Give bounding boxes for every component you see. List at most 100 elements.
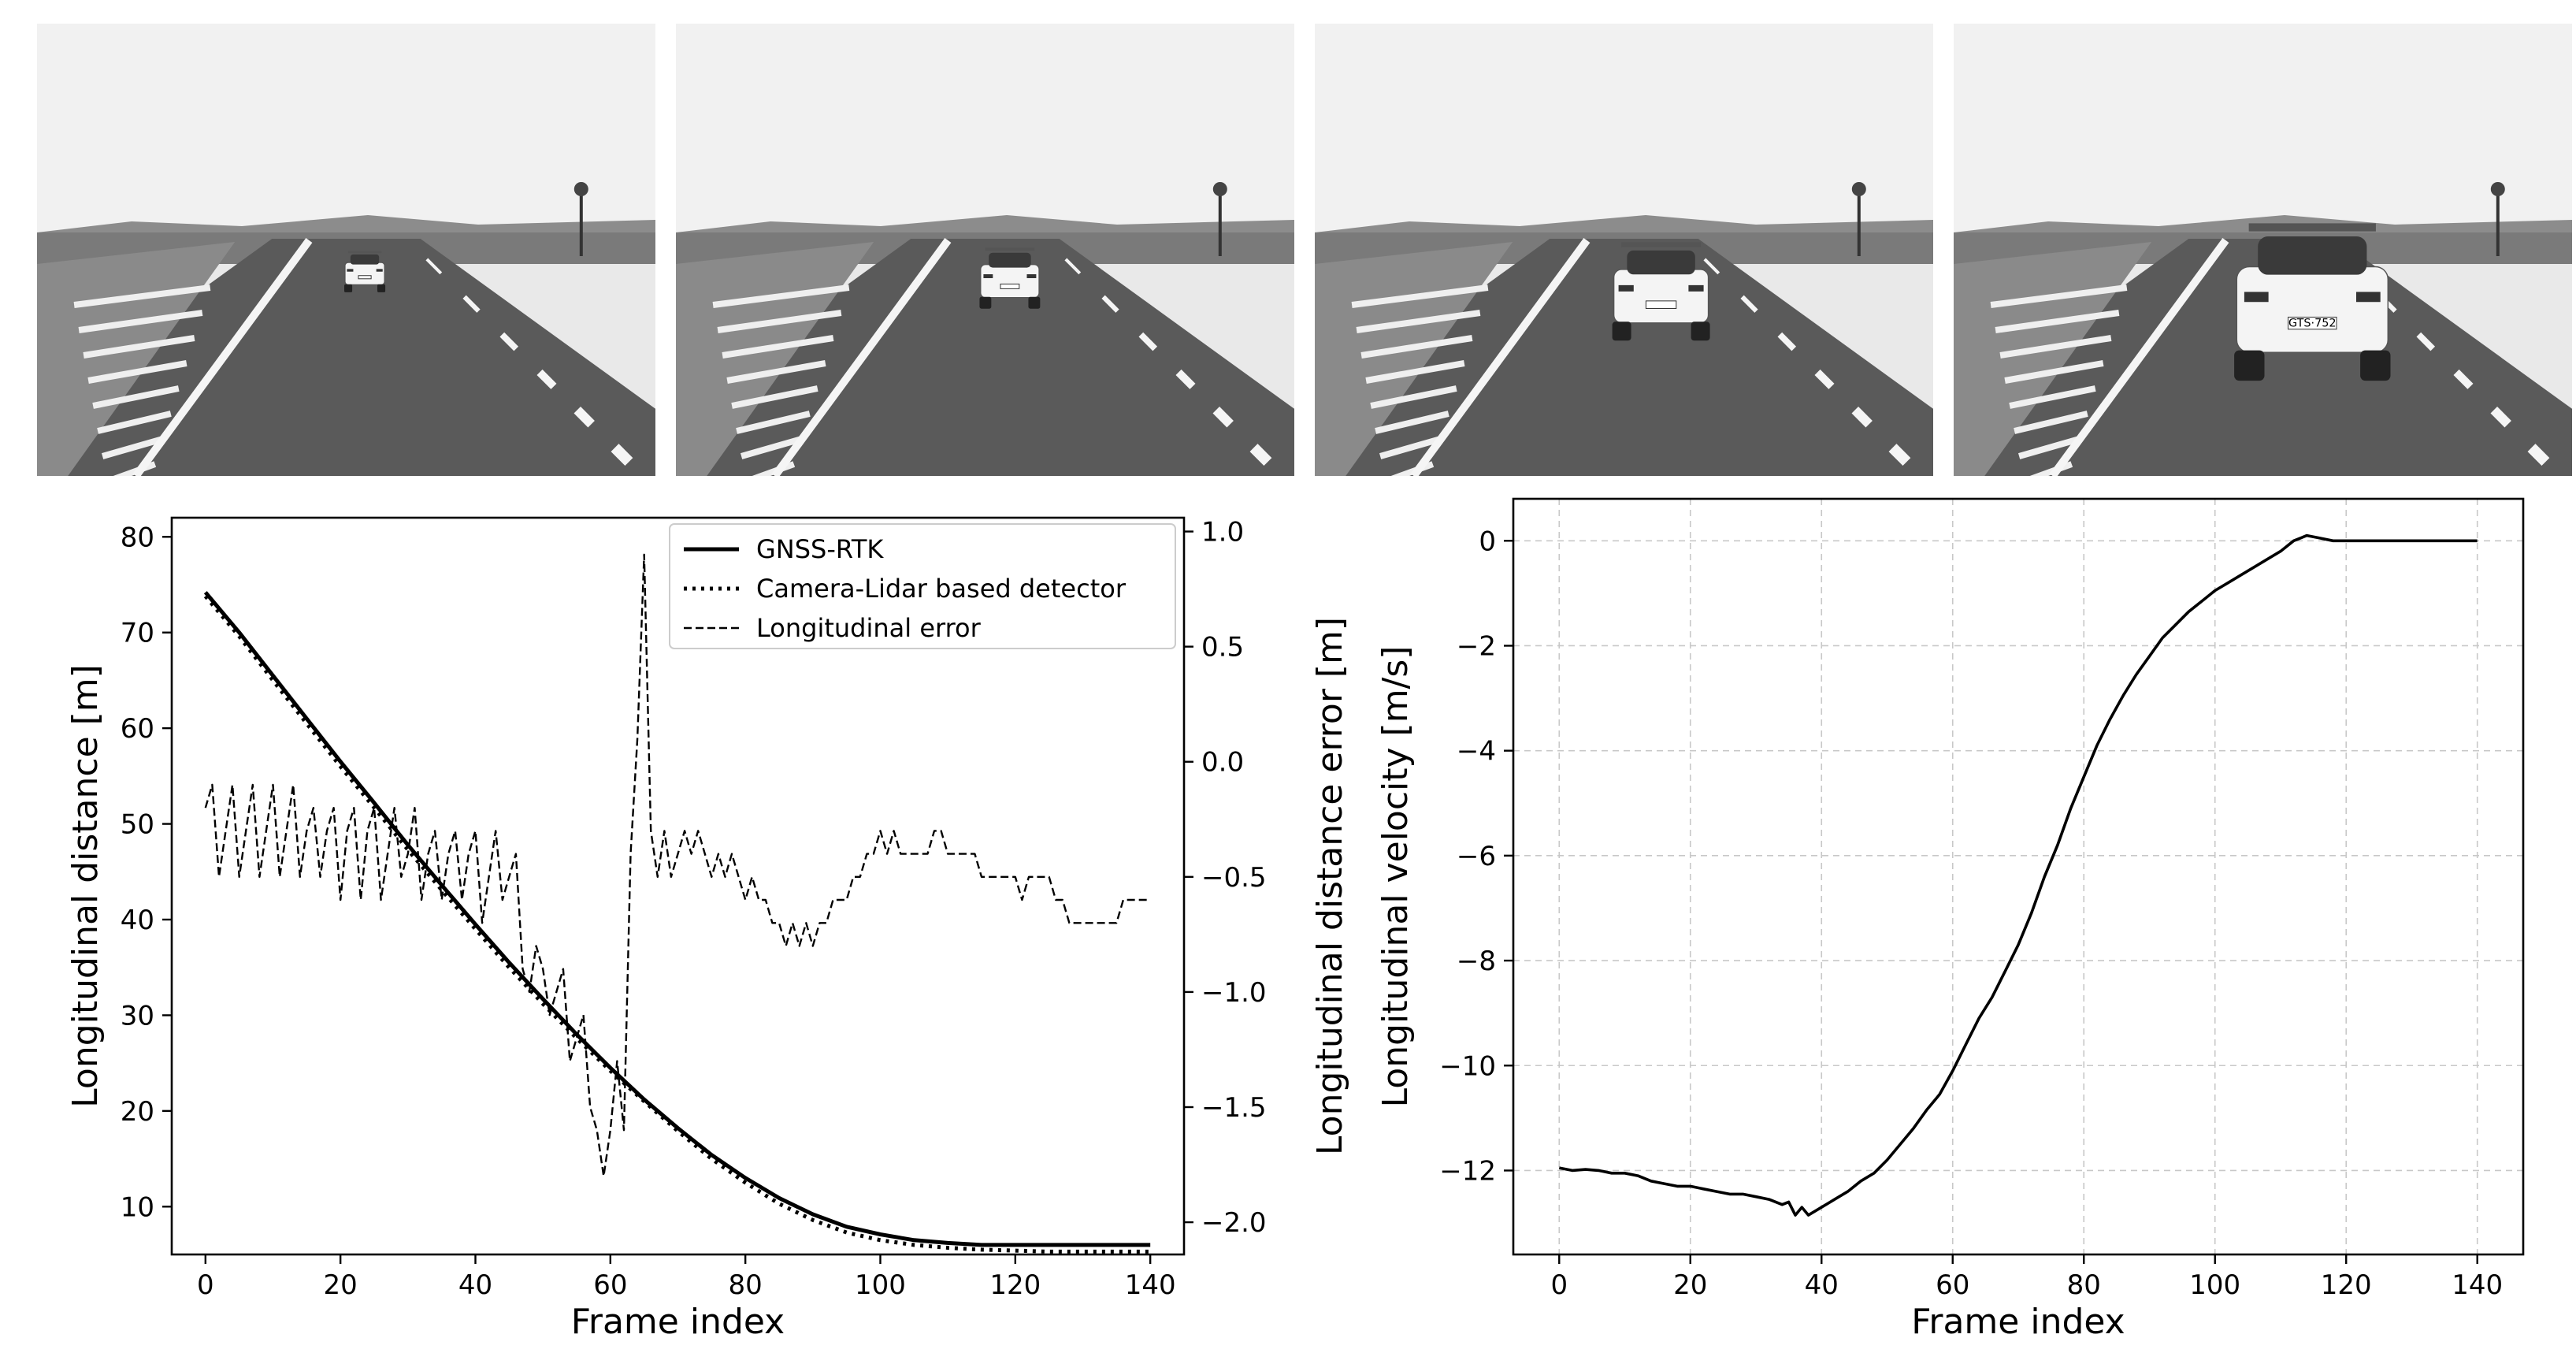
velocity-x-tick-label: 100 (2189, 1269, 2240, 1301)
horizon-hills (1315, 215, 1933, 236)
hatch-stripe (1360, 335, 1473, 359)
hatch-stripe (1356, 310, 1481, 333)
legend-label-detector: Camera-Lidar based detector (756, 574, 1127, 604)
lane-dash (573, 407, 595, 428)
legend-label-gnss-rtk: GNSS-RTK (756, 534, 884, 564)
hatch-stripe (1990, 284, 2128, 308)
hatch-stripe (2014, 411, 2088, 434)
velocity-x-axis-label: Frame index (1911, 1302, 2125, 1342)
velocity-chart: 0 20 40 60 80 100 120 140 −12 −10 −8 −6 −4 −2 0 Frame… (1375, 497, 2525, 1342)
distance-error-tick-label: 0.5 (1201, 632, 1244, 663)
hatch-stripe (2009, 385, 2096, 409)
velocity-plot-frame (1512, 497, 2525, 1256)
hatch-stripe (78, 310, 203, 333)
horizon-hills (676, 215, 1294, 236)
lane-dash (536, 369, 557, 389)
frame-photo-1 (37, 24, 655, 476)
hatch-stripe (97, 411, 172, 434)
distance-error-tick-label: −0.5 (1201, 862, 1267, 894)
lead-vehicle (1612, 242, 1710, 341)
series-gnss-rtk (203, 591, 1151, 1247)
hatch-stripe (731, 385, 818, 409)
hatch-stripe (1375, 411, 1449, 434)
hatch-stripe (1365, 360, 1465, 384)
lead-vehicle (979, 247, 1041, 309)
hatch-stripe (73, 284, 211, 308)
velocity-x-tick-label: 80 (2067, 1269, 2101, 1301)
hatch-stripe (1379, 436, 1442, 459)
hatch-stripe (712, 284, 850, 308)
distance-y-axis-label: Longitudinal distance [m] (65, 664, 106, 1108)
lane-edge-line (2049, 238, 2229, 476)
hatch-stripe (722, 335, 834, 359)
sky (1315, 24, 1933, 232)
distance-error-tick-label: 1.0 (1201, 517, 1244, 548)
lane-edge-line (1410, 238, 1591, 476)
hatch-stripe (2017, 436, 2080, 459)
velocity-y-tick-label: −4 (1457, 736, 1496, 767)
distance-x-tick-label: 120 (989, 1269, 1041, 1301)
distance-error-tick-label: 0.0 (1201, 747, 1244, 779)
velocity-y-tick-label: −8 (1457, 946, 1496, 977)
hatch-stripe (1370, 385, 1457, 409)
velocity-x-tick-label: 40 (1805, 1269, 1839, 1301)
distance-error-axis-label: Longitudinal distance error [m] (1310, 617, 1350, 1155)
distance-chart: 0 20 40 60 80 100 120 140 10 20 30 40 50 60 70 80 −2.0… (65, 517, 1350, 1342)
velocity-y-tick-label: 0 (1479, 526, 1496, 557)
lane-dash (1064, 258, 1082, 275)
velocity-y-tick-label: −2 (1457, 630, 1496, 662)
velocity-x-tick-label: 60 (1936, 1269, 1969, 1301)
distance-x-tick-label: 80 (729, 1269, 763, 1301)
horizon-hills (37, 215, 655, 236)
lead-vehicle (344, 251, 386, 292)
lane-dash (2490, 407, 2511, 428)
distance-y-tick-label: 60 (121, 713, 154, 745)
road-scene-1 (37, 24, 655, 476)
lane-dash (611, 444, 633, 466)
road-scene-4: GTS·752 (1954, 24, 2572, 476)
velocity-x-tick-label: 120 (2321, 1269, 2372, 1301)
lane-dash (462, 295, 481, 313)
lane-dash (425, 258, 443, 275)
frame-photo-3 (1315, 24, 1933, 476)
lane-dash (1777, 332, 1797, 351)
lane-dash (1814, 369, 1835, 389)
distance-y-tick-label: 80 (121, 522, 154, 553)
distance-error-tick-label: −1.5 (1201, 1092, 1267, 1124)
hatch-stripe (1351, 284, 1489, 308)
hatch-stripe (2004, 360, 2104, 384)
hatch-stripe (1999, 335, 2112, 359)
lane-dash (1703, 258, 1720, 275)
distance-x-axis-label: Frame index (571, 1302, 785, 1342)
lane-dash (499, 332, 519, 351)
lane-dash (1851, 407, 1873, 428)
lane-dash (2453, 369, 2474, 389)
distance-x-tick-label: 140 (1125, 1269, 1176, 1301)
hatch-stripe (1995, 310, 2120, 333)
frame-photo-2 (676, 24, 1294, 476)
hatch-stripe (726, 360, 826, 384)
velocity-y-tick-label: −10 (1439, 1050, 1496, 1082)
lane-edge-line (132, 238, 313, 476)
series-longitudinal-velocity (1558, 533, 2478, 1217)
velocity-y-tick-label: −12 (1439, 1155, 1496, 1187)
lane-dash (2416, 332, 2436, 351)
velocity-x-tick-label: 20 (1673, 1269, 1707, 1301)
distance-plot-frame (170, 516, 1186, 1256)
lane-dash (1888, 444, 1911, 466)
lane-dash (2527, 444, 2550, 466)
frame-photo-4: GTS·752 (1954, 24, 2572, 476)
distance-x-tick-label: 100 (855, 1269, 906, 1301)
lane-dash (1175, 369, 1196, 389)
sky (37, 24, 655, 232)
hatch-stripe (736, 411, 811, 434)
distance-y-tick-label: 40 (121, 905, 154, 936)
distance-x-tick-label: 20 (324, 1269, 358, 1301)
distance-y-tick-label: 70 (121, 618, 154, 649)
legend-box (669, 523, 1176, 649)
series-longitudinal-error (204, 553, 1151, 1177)
distance-error-tick-label: −2.0 (1201, 1207, 1267, 1239)
velocity-x-tick-label: 140 (2452, 1269, 2503, 1301)
hatch-stripe (87, 360, 187, 384)
distance-x-tick-label: 0 (197, 1269, 214, 1301)
